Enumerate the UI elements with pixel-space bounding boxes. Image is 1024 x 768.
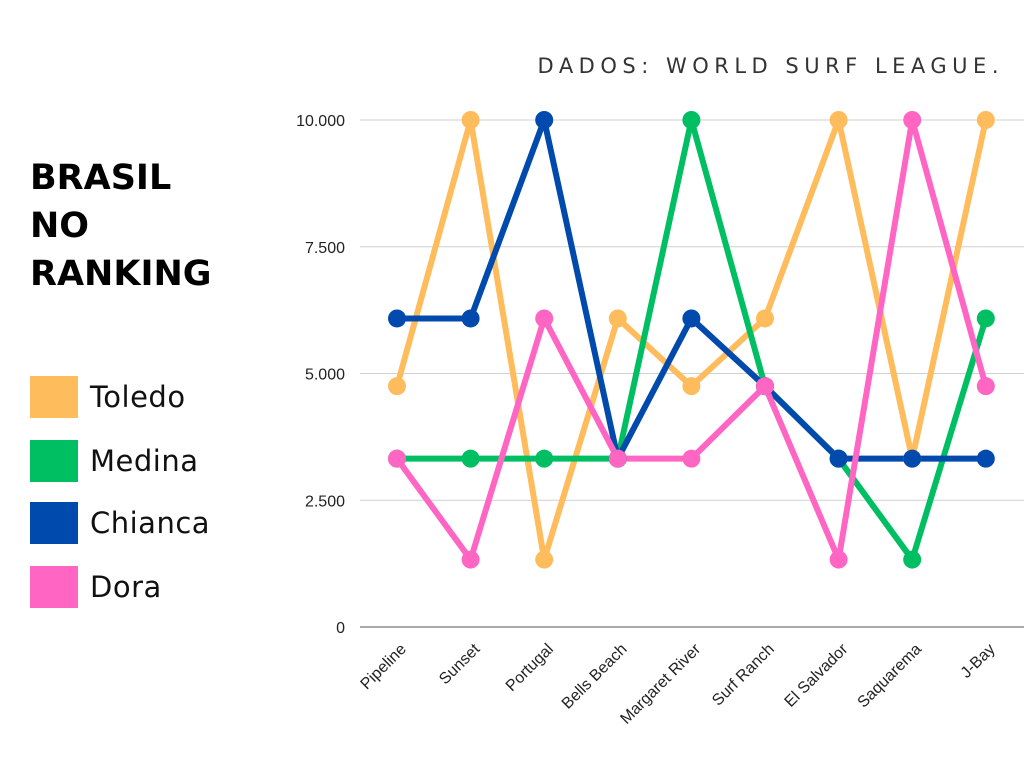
data-point-chianca (829, 449, 848, 468)
data-point-toledo (535, 550, 554, 569)
data-point-chianca (682, 309, 701, 328)
data-point-chianca (976, 449, 995, 468)
data-point-dora (903, 111, 922, 129)
legend-swatch-dora (30, 566, 78, 608)
y-tick-label: 0 (336, 620, 345, 637)
data-point-dora (829, 550, 848, 569)
y-tick-label: 5.000 (305, 367, 345, 384)
legend-item-toledo: Toledo (30, 376, 250, 418)
data-point-medina (461, 449, 480, 468)
data-point-chianca (461, 309, 480, 328)
chart-title-line: NO (30, 206, 90, 246)
y-tick-label: 2.500 (305, 493, 345, 510)
chart-title: BRASIL NO RANKING (30, 154, 212, 298)
legend-item-medina: Medina (30, 440, 250, 482)
data-point-dora (608, 449, 627, 468)
legend-swatch-chianca (30, 502, 78, 544)
data-point-chianca (535, 111, 554, 129)
data-point-toledo (461, 111, 480, 129)
x-tick-label: Bells Beach (559, 641, 631, 713)
series-line-medina (394, 117, 989, 563)
chart-title-line: BRASIL (30, 158, 172, 198)
series-line-dora (394, 117, 989, 563)
x-tick-label: Margaret River (617, 640, 704, 727)
chart-title-line: RANKING (30, 254, 212, 294)
data-point-medina (682, 111, 701, 129)
data-point-toledo (682, 377, 701, 396)
legend-label-chianca: Chianca (90, 506, 211, 540)
x-tick-label: Surf Ranch (709, 641, 778, 710)
series-line-chianca (394, 117, 989, 462)
x-tick-label: Saquarema (855, 641, 926, 712)
data-point-dora (682, 449, 701, 468)
data-point-medina (976, 309, 995, 328)
data-point-dora (461, 550, 480, 569)
legend-label-dora: Dora (90, 570, 162, 604)
data-point-chianca (388, 309, 406, 328)
data-point-toledo (756, 309, 774, 328)
data-point-toledo (976, 111, 995, 129)
x-tick-label: J-Bay (958, 641, 999, 682)
y-tick-label: 10.000 (296, 113, 345, 130)
x-tick-label: El Salvador (782, 640, 852, 710)
data-point-dora (756, 377, 774, 396)
data-point-medina (535, 449, 554, 468)
x-tick-label: Pipeline (358, 641, 410, 693)
data-point-toledo (608, 309, 627, 328)
legend-swatch-medina (30, 440, 78, 482)
legend-swatch-toledo (30, 376, 78, 418)
data-point-dora (388, 449, 406, 468)
data-point-dora (976, 377, 995, 396)
data-point-toledo (388, 377, 406, 396)
legend-label-toledo: Toledo (90, 380, 186, 414)
x-tick-label: Portugal (503, 641, 557, 695)
data-point-toledo (829, 111, 848, 129)
data-point-dora (535, 309, 554, 328)
y-tick-label: 7.500 (305, 240, 345, 257)
data-point-medina (903, 550, 922, 569)
x-tick-label: Sunset (436, 640, 484, 688)
data-source-label: DADOS: WORLD SURF LEAGUE. (537, 54, 1004, 78)
series-line-toledo (394, 117, 989, 563)
legend-item-chianca: Chianca (30, 502, 250, 544)
legend-label-medina: Medina (90, 444, 199, 478)
legend-item-dora: Dora (30, 566, 250, 608)
data-point-chianca (903, 449, 922, 468)
